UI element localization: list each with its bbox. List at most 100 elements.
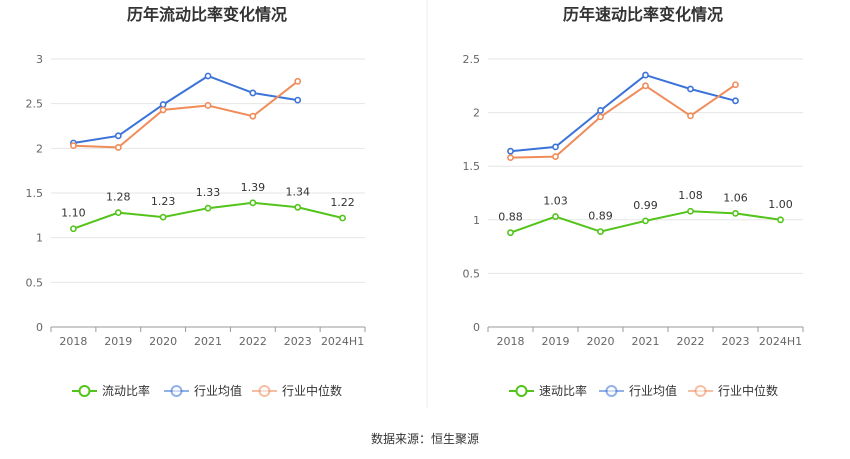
x-tick-label: 2020	[587, 335, 615, 348]
data-label: 0.88	[498, 211, 523, 224]
data-label: 1.39	[241, 181, 266, 194]
x-tick-label: 2018	[59, 335, 87, 348]
data-label: 1.23	[151, 195, 176, 208]
x-tick-label: 2022	[239, 335, 267, 348]
x-tick-label: 2024H1	[759, 335, 802, 348]
data-point	[687, 85, 694, 93]
y-tick-label: 1	[36, 232, 43, 245]
y-tick-label: 2.5	[26, 98, 44, 111]
data-point	[552, 143, 559, 151]
data-point	[114, 209, 122, 217]
data-label: 1.06	[723, 191, 748, 204]
data-point	[687, 207, 694, 215]
data-point	[339, 214, 346, 222]
data-point	[777, 216, 784, 224]
y-tick-label: 0	[473, 321, 480, 334]
data-point	[204, 102, 212, 109]
quick-ratio-chart: 历年速动比率变化情况 0 0.5 1 1.5 2 2.5 2018 2019 2020 2021 20…	[463, 5, 804, 398]
x-tick-label: 2021	[194, 335, 222, 348]
data-point	[597, 107, 604, 114]
data-label: 1.22	[330, 196, 355, 209]
legend-label: 速动比率	[539, 383, 587, 398]
data-point	[732, 97, 739, 105]
y-tick-label: 3	[36, 53, 43, 66]
data-point	[159, 106, 167, 114]
chart-title: 历年速动比率变化情况	[563, 5, 723, 24]
y-tick-label: 1.5	[26, 187, 44, 200]
data-point	[687, 112, 694, 120]
series-line	[73, 80, 299, 149]
legend-swatch-marker	[515, 385, 528, 397]
chart-title: 历年流动比率变化情况	[127, 5, 287, 24]
legend-label: 行业中位数	[282, 383, 342, 398]
x-tick-label: 2023	[284, 335, 312, 348]
data-point	[249, 112, 257, 120]
series-line	[510, 73, 736, 153]
data-label: 1.28	[106, 191, 131, 204]
x-tick-label: 2018	[497, 335, 525, 348]
legend-label: 行业均值	[194, 383, 242, 398]
data-point	[642, 82, 649, 90]
series-line	[510, 83, 737, 159]
legend-swatch-marker	[78, 385, 91, 397]
y-tick-label: 0	[36, 321, 43, 334]
legend-swatch-marker	[258, 385, 271, 397]
data-point	[114, 144, 122, 151]
data-point	[294, 96, 302, 104]
data-point	[70, 142, 77, 150]
data-point	[507, 154, 514, 162]
legend-swatch-marker	[170, 385, 183, 397]
data-point	[249, 89, 257, 97]
legend-label: 流动比率	[102, 383, 150, 398]
data-label: 1.33	[196, 186, 221, 199]
y-tick-label: 2	[36, 142, 43, 155]
data-label: 1.34	[285, 185, 310, 198]
series-line	[73, 74, 298, 144]
legend-swatch-marker	[605, 385, 618, 397]
data-point	[114, 132, 122, 140]
data-point	[507, 147, 514, 155]
data-label: 1.10	[61, 207, 86, 220]
x-tick-label: 2023	[722, 335, 750, 348]
x-tick-label: 2020	[149, 335, 177, 348]
data-point	[70, 225, 77, 233]
x-tick-label: 2021	[632, 335, 660, 348]
data-point	[294, 77, 302, 85]
legend-label: 行业均值	[629, 383, 677, 398]
data-label: 0.89	[588, 210, 613, 223]
y-tick-label: 1	[473, 214, 480, 227]
data-point	[597, 113, 604, 121]
current-ratio-chart: 历年流动比率变化情况 0 0.5 1 1.5 2 2.5 3 2018 2019 2020 2021 2…	[26, 5, 366, 398]
y-tick-label: 1.5	[463, 160, 481, 173]
data-label: 1.08	[678, 189, 703, 202]
data-point	[294, 203, 302, 211]
data-point	[204, 72, 212, 80]
data-point	[642, 71, 649, 79]
data-point	[642, 217, 649, 225]
y-tick-label: 2	[473, 107, 480, 120]
y-tick-label: 2.5	[463, 53, 481, 66]
x-tick-label: 2022	[677, 335, 705, 348]
x-tick-label: 2019	[104, 335, 132, 348]
data-point	[552, 213, 559, 220]
data-point	[597, 228, 604, 235]
y-tick-label: 0.5	[26, 276, 44, 289]
legend-label: 行业中位数	[718, 383, 778, 398]
data-point	[552, 153, 559, 160]
x-tick-label: 2019	[542, 335, 570, 348]
data-label: 1.03	[543, 195, 568, 208]
data-point	[507, 229, 514, 237]
data-point	[159, 101, 167, 108]
data-point	[204, 204, 212, 212]
data-point	[249, 199, 257, 207]
legend-swatch-marker	[694, 385, 707, 397]
y-tick-label: 0.5	[463, 267, 481, 280]
data-source: 数据来源：恒生聚源	[370, 432, 479, 446]
data-point	[732, 209, 739, 217]
x-tick-label: 2024H1	[321, 335, 364, 348]
data-point	[732, 81, 739, 89]
data-label: 0.99	[633, 199, 658, 212]
data-point	[159, 213, 167, 221]
data-label: 1.00	[768, 198, 793, 211]
